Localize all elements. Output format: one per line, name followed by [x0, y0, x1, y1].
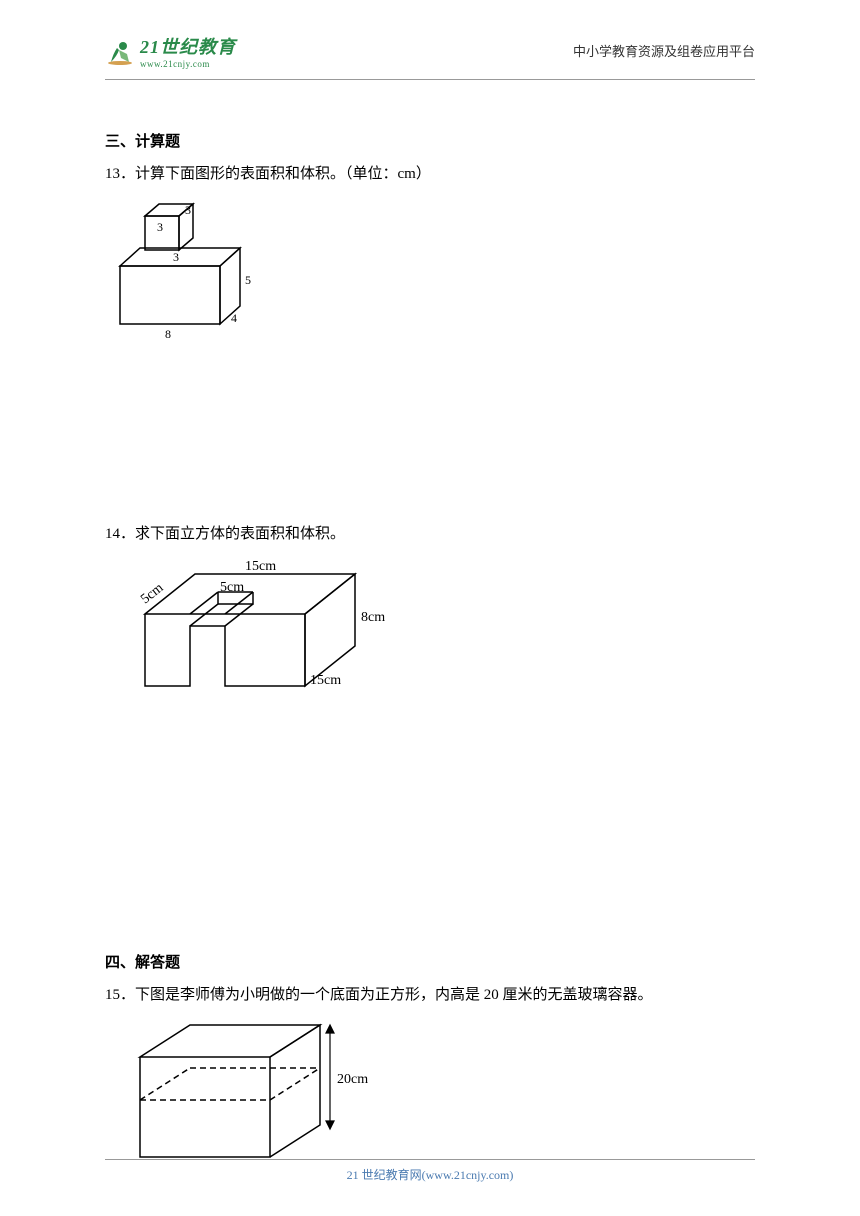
q14-text: 求下面立方体的表面积和体积。	[135, 526, 345, 542]
svg-text:4: 4	[231, 311, 237, 325]
logo-main: 21世纪教育	[140, 33, 236, 59]
svg-text:20cm: 20cm	[337, 1072, 368, 1087]
section3-title: 三、计算题	[105, 130, 755, 151]
q13-text: 计算下面图形的表面积和体积。（单位：cm）	[135, 166, 431, 182]
q13-number: 13．	[105, 166, 135, 182]
svg-text:15cm: 15cm	[245, 559, 276, 574]
q15-text: 下图是李师傅为小明做的一个底面为正方形，内高是 20 厘米的无盖玻璃容器。	[135, 987, 653, 1003]
question-15: 15．下图是李师傅为小明做的一个底面为正方形，内高是 20 厘米的无盖玻璃容器。	[105, 982, 755, 1009]
svg-text:8: 8	[165, 327, 171, 341]
logo-icon	[105, 36, 135, 66]
svg-text:8cm: 8cm	[361, 610, 385, 625]
svg-text:5cm: 5cm	[220, 580, 244, 595]
page-header: 21世纪教育 www.21cnjy.com 中小学教育资源及组卷应用平台	[105, 30, 755, 80]
svg-text:3: 3	[185, 203, 191, 217]
svg-text:5: 5	[245, 273, 251, 287]
footer-text: 21 世纪教育网(www.21cnjy.com)	[347, 1168, 514, 1182]
q15-number: 15．	[105, 987, 135, 1003]
section4-title: 四、解答题	[105, 951, 755, 972]
content-area: 三、计算题 13．计算下面图形的表面积和体积。（单位：cm） 3 3	[105, 130, 755, 1172]
figure-13: 3 3 3 5 4 8	[105, 196, 755, 341]
header-right-text: 中小学教育资源及组卷应用平台	[573, 41, 755, 60]
page-footer: 21 世纪教育网(www.21cnjy.com)	[105, 1159, 755, 1184]
logo-text: 21世纪教育 www.21cnjy.com	[140, 33, 236, 69]
svg-text:15cm: 15cm	[310, 673, 341, 688]
svg-text:3: 3	[173, 250, 179, 264]
svg-text:5cm: 5cm	[138, 580, 166, 607]
question-13: 13．计算下面图形的表面积和体积。（单位：cm）	[105, 161, 755, 188]
svg-text:3: 3	[157, 220, 163, 234]
question-14: 14．求下面立方体的表面积和体积。	[105, 521, 755, 548]
figure-14: 15cm 5cm 5cm 8cm 15cm	[135, 556, 755, 721]
logo-sub: www.21cnjy.com	[140, 59, 236, 69]
q14-number: 14．	[105, 526, 135, 542]
logo-container: 21世纪教育 www.21cnjy.com	[105, 33, 236, 69]
figure-15: 20cm	[125, 1017, 755, 1172]
